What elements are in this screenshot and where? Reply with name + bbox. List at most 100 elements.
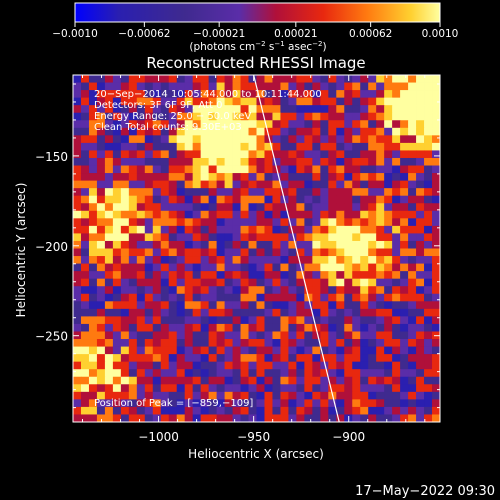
heatmap-cell xyxy=(368,301,377,310)
heatmap-cell xyxy=(424,203,433,212)
heatmap-cell xyxy=(144,150,154,159)
heatmap-cell xyxy=(432,127,440,136)
heatmap-cell xyxy=(296,414,305,422)
heatmap-cell xyxy=(312,399,321,408)
heatmap-cell xyxy=(264,346,273,355)
heatmap-cell xyxy=(392,240,401,249)
heatmap-cell xyxy=(256,271,265,280)
heatmap-cell xyxy=(272,391,281,400)
heatmap-cell xyxy=(168,218,178,227)
heatmap-cell xyxy=(128,135,138,144)
heatmap-cell xyxy=(73,142,82,151)
heatmap-cell xyxy=(296,376,305,385)
heatmap-cell xyxy=(104,240,114,249)
heatmap-cell xyxy=(112,188,122,197)
heatmap-cell xyxy=(104,248,114,257)
heatmap-cell xyxy=(160,361,170,370)
heatmap-cell xyxy=(392,278,401,287)
heatmap-cell xyxy=(432,180,440,189)
heatmap-cell xyxy=(88,195,98,204)
heatmap-cell xyxy=(208,271,218,280)
heatmap-cell xyxy=(80,218,90,227)
heatmap-cell xyxy=(232,120,241,129)
heatmap-cell xyxy=(136,331,146,340)
heatmap-cell xyxy=(336,301,345,310)
colorbar-tick-label: −0.00062 xyxy=(118,28,170,40)
heatmap-cell xyxy=(88,127,98,136)
heatmap-cell xyxy=(184,361,194,370)
heatmap-cell xyxy=(312,82,321,91)
heatmap-cell xyxy=(112,165,122,174)
heatmap-cell xyxy=(416,225,425,234)
heatmap-cell xyxy=(360,188,369,197)
heatmap-cell xyxy=(216,157,225,166)
heatmap-cell xyxy=(192,82,202,91)
heatmap-cell xyxy=(368,369,377,378)
heatmap-cell xyxy=(376,210,385,219)
heatmap-cell xyxy=(128,263,138,272)
heatmap-cell xyxy=(128,271,138,280)
heatmap-cell xyxy=(136,127,146,136)
heatmap-cell xyxy=(320,354,329,363)
colorbar-tick-label: −0.0010 xyxy=(52,28,98,40)
heatmap-cell xyxy=(296,354,305,363)
heatmap-cell xyxy=(240,278,249,287)
heatmap-cell xyxy=(368,165,377,174)
heatmap-cell xyxy=(144,127,154,136)
heatmap-cell xyxy=(256,112,265,121)
heatmap-cell xyxy=(176,127,186,136)
heatmap-cell xyxy=(256,308,265,317)
heatmap-cell xyxy=(240,323,249,332)
heatmap-cell xyxy=(376,399,385,408)
heatmap-cell xyxy=(200,316,210,325)
heatmap-cell xyxy=(392,339,401,347)
heatmap-cell xyxy=(232,105,241,114)
heatmap-cell xyxy=(88,316,98,325)
heatmap-cell xyxy=(216,331,225,340)
heatmap-cell xyxy=(248,157,257,166)
heatmap-cell xyxy=(73,97,82,106)
heatmap-cell xyxy=(73,82,82,91)
heatmap-cell xyxy=(80,376,90,385)
heatmap-cell xyxy=(352,278,361,287)
heatmap-cell xyxy=(144,278,154,287)
heatmap-cell xyxy=(264,293,273,302)
heatmap-cell xyxy=(176,218,186,227)
heatmap-cell xyxy=(368,308,377,317)
heatmap-cell xyxy=(424,97,433,106)
heatmap-cell xyxy=(168,120,178,129)
heatmap-cell xyxy=(216,316,225,325)
heatmap-cell xyxy=(200,248,210,257)
heatmap-cell xyxy=(384,346,393,355)
heatmap-cell xyxy=(344,157,353,166)
heatmap-cell xyxy=(200,399,210,408)
heatmap-cell xyxy=(416,316,425,325)
heatmap-cell xyxy=(216,203,225,212)
heatmap-cell xyxy=(232,354,241,363)
heatmap-cell xyxy=(176,323,186,332)
heatmap-cell xyxy=(152,112,162,121)
heatmap-cell xyxy=(400,233,409,242)
heatmap-cell xyxy=(96,339,106,347)
heatmap-cell xyxy=(400,293,409,302)
heatmap-cell xyxy=(360,210,369,219)
heatmap-cell xyxy=(152,414,162,422)
heatmap-cell xyxy=(416,210,425,219)
heatmap-cell xyxy=(376,120,385,129)
heatmap-cell xyxy=(200,218,210,227)
heatmap-cell xyxy=(128,112,138,121)
colorbar-tick-label: −0.00021 xyxy=(193,28,245,40)
heatmap-cell xyxy=(408,180,417,189)
heatmap-cell xyxy=(312,316,321,325)
heatmap-cell xyxy=(176,406,186,415)
heatmap-cell xyxy=(208,406,218,415)
heatmap-cell xyxy=(104,323,114,332)
heatmap-cell xyxy=(256,414,265,422)
heatmap-cell xyxy=(256,142,265,151)
heatmap-cell xyxy=(272,210,281,219)
heatmap-cell xyxy=(312,135,321,144)
heatmap-cell xyxy=(368,406,377,415)
heatmap-cell xyxy=(88,233,98,242)
heatmap-cell xyxy=(160,308,170,317)
heatmap-cell xyxy=(160,210,170,219)
